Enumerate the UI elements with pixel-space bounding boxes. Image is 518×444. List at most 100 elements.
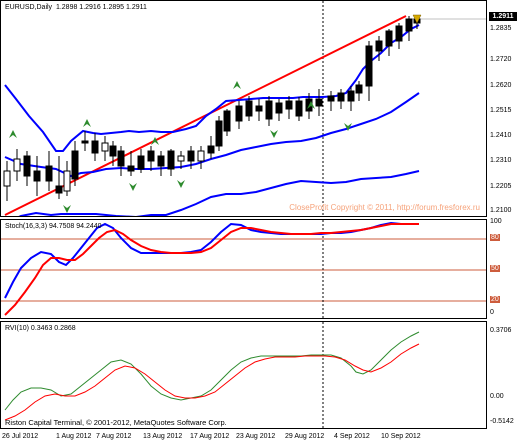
candle-body [207, 145, 215, 154]
fractal-arrows-group [9, 81, 352, 213]
stoch-level-tag: 20 [490, 296, 500, 303]
date-label: 29 Aug 2012 [285, 433, 325, 440]
candle-body [355, 84, 363, 94]
down-arrow-icon [129, 183, 137, 191]
candle-body [275, 102, 283, 114]
price-tick: 1.2620 [490, 82, 512, 89]
stoch-level-tag: 80 [490, 234, 500, 241]
footer-copyright: Riston Capital Terminal, © 2001-2012, Me… [5, 418, 227, 427]
date-label: 7 Aug 2012 [96, 433, 132, 440]
price-chart-svg [3, 1, 486, 216]
price-tick: 1.2205 [490, 183, 512, 190]
date-label: 13 Aug 2012 [143, 433, 183, 440]
rvi-signal-line [4, 343, 420, 421]
candle-body [147, 150, 155, 162]
rvi-pane[interactable]: RVI(10) 0.3463 0.2868 Riston Capital Ter… [0, 321, 487, 429]
rvi-title: RVI(10) 0.3463 0.2868 [5, 325, 76, 332]
date-label: 1 Aug 2012 [56, 433, 92, 440]
candle-body [375, 40, 383, 52]
candle-body [235, 105, 243, 122]
candle-body [215, 120, 223, 147]
rvi-tick: 0.00 [490, 393, 504, 400]
date-label: 10 Sep 2012 [381, 433, 421, 440]
lower-band-line [18, 170, 420, 216]
candle-body [295, 100, 303, 117]
candle-body [55, 185, 63, 194]
candle-body [255, 105, 263, 112]
up-arrow-icon [307, 101, 315, 109]
candle-body [265, 100, 273, 120]
price-tick: 1.2720 [490, 56, 512, 63]
stoch-tick: 100 [490, 218, 502, 225]
candle-body [117, 150, 125, 167]
candle-body [395, 25, 403, 42]
price-tick: 1.2100 [490, 207, 512, 214]
up-arrow-icon [9, 130, 17, 138]
candle-body [197, 150, 205, 162]
candle-body [45, 165, 53, 182]
up-arrow-icon [233, 81, 241, 89]
candle-body [91, 140, 99, 154]
candle-body [81, 140, 89, 144]
candle-body [385, 30, 393, 47]
candle-body [127, 165, 135, 172]
date-label: 17 Aug 2012 [190, 433, 230, 440]
stochastic-title: Stoch(16,3,3) 94.7508 94.2440 [5, 223, 102, 230]
rvi-svg [4, 322, 420, 428]
date-label: 26 Jul 2012 [2, 433, 39, 440]
candle-body [13, 158, 21, 172]
price-axis[interactable]: 1.2835 1.2720 1.2620 1.2515 1.2410 1.231… [487, 0, 518, 217]
down-arrow-icon [63, 205, 71, 213]
price-tick: 1.2515 [490, 107, 512, 114]
stoch-level-tag: 50 [490, 265, 500, 272]
candle-body [3, 170, 11, 187]
candle-body [167, 150, 175, 170]
candle-body [327, 95, 335, 102]
price-chart-pane[interactable]: EURUSD,Daily 1.2898 1.2916 1.2895 1.2911… [0, 0, 487, 217]
price-tick: 1.2410 [490, 132, 512, 139]
stochastic-svg [1, 220, 486, 318]
date-label: 4 Sep 2012 [334, 433, 370, 440]
rvi-axis[interactable]: 0.3706 0.00 -0.5142 [487, 321, 518, 429]
upper-band-line [4, 24, 420, 152]
candle-body [157, 155, 165, 167]
current-price-label: 1.2911 [489, 12, 517, 21]
candle-body [245, 100, 253, 117]
rvi-main-line [4, 331, 420, 411]
candle-body [33, 170, 41, 182]
candle-body [365, 45, 373, 87]
down-arrow-icon [270, 130, 278, 138]
up-arrow-icon [151, 137, 159, 145]
price-tick: 1.2310 [490, 157, 512, 164]
candle-body [187, 150, 195, 162]
rvi-tick: 0.3706 [490, 327, 512, 334]
date-label: 23 Aug 2012 [236, 433, 276, 440]
candle-body [337, 92, 345, 102]
stoch-signal-line [4, 223, 419, 316]
rvi-tick: -0.5142 [490, 418, 514, 425]
candle-body [285, 100, 293, 110]
price-tick: 1.2835 [490, 25, 512, 32]
candle-body [223, 110, 231, 132]
stochastic-axis[interactable]: 100 80 50 20 0 [487, 218, 518, 319]
symbol-title: EURUSD,Daily 1.2898 1.2916 1.2895 1.2911 [5, 4, 147, 11]
candle-body [23, 155, 31, 177]
candle-body [63, 170, 71, 192]
current-price-marker-icon [412, 14, 422, 24]
time-axis[interactable]: 26 Jul 2012 1 Aug 2012 7 Aug 2012 13 Aug… [0, 429, 487, 444]
candle-body [347, 90, 355, 102]
up-arrow-icon [83, 119, 91, 127]
candle-body [71, 150, 79, 180]
candle-body [405, 18, 413, 32]
down-arrow-icon [177, 180, 185, 188]
candle-body [177, 155, 185, 162]
candle-body [109, 145, 117, 157]
candlesticks-group [3, 15, 421, 201]
down-arrow-icon [344, 123, 352, 131]
candle-body [137, 155, 145, 170]
candle-body [315, 98, 323, 107]
candle-body [101, 142, 109, 152]
stoch-tick: 0 [490, 309, 494, 316]
watermark-text: CloseProfit Copyright © 2011, http://for… [289, 203, 480, 212]
stochastic-pane[interactable]: Stoch(16,3,3) 94.7508 94.2440 [0, 219, 487, 319]
